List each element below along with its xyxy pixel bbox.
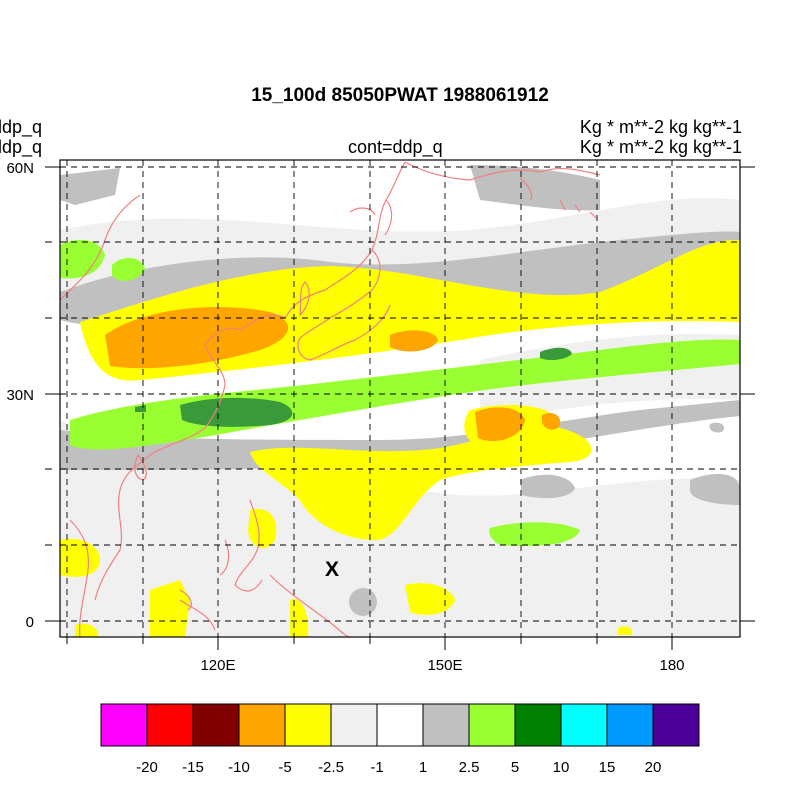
plot-title: 15_100d 85050PWAT 1988061912 <box>251 85 549 106</box>
colorbar-swatch <box>146 703 194 747</box>
colorbar-swatch <box>192 703 240 747</box>
colorbar-label: -10 <box>228 759 250 776</box>
left-variable-label-2: ddp_q <box>0 137 43 157</box>
colorbar-label: -5 <box>278 759 291 776</box>
colorbar-swatch <box>422 703 470 747</box>
colorbar-label: 10 <box>553 759 570 776</box>
lat-label-60n: 60N <box>6 160 34 177</box>
lon-label-150e: 150E <box>427 657 462 674</box>
colorbar-label: -20 <box>136 759 158 776</box>
colorbar-swatch <box>100 703 148 747</box>
grid-lines <box>60 160 740 637</box>
contour-fields <box>60 165 740 637</box>
colorbar-swatch <box>606 703 654 747</box>
colorbar-swatch <box>284 703 332 747</box>
lon-label-120e: 120E <box>200 657 235 674</box>
colorbar-swatch <box>468 703 516 747</box>
colorbar-swatch <box>376 703 424 747</box>
units-label-2: Kg * m**-2 kg kg**-1 <box>579 137 742 157</box>
colorbar-label: -2.5 <box>318 759 344 776</box>
colorbar-label: -1 <box>370 759 383 776</box>
colorbar-label: -15 <box>182 759 204 776</box>
colorbar-label: 20 <box>645 759 662 776</box>
colorbar-label: 5 <box>511 759 519 776</box>
map-frame <box>59 159 741 638</box>
lon-label-180: 180 <box>659 657 684 674</box>
lat-label-30n: 30N <box>6 387 34 404</box>
colorbar-swatch <box>560 703 608 747</box>
location-marker: X <box>325 558 339 581</box>
units-label-1: Kg * m**-2 kg kg**-1 <box>579 117 742 137</box>
colorbar-label: 15 <box>599 759 616 776</box>
colorbar-swatch <box>238 703 286 747</box>
coastlines <box>60 161 601 637</box>
colorbar-swatch <box>652 703 700 747</box>
left-variable-label-1: ddp_q <box>0 117 43 137</box>
axis-ticks <box>45 166 755 650</box>
colorbar: -20 -15 -10 -5 -2.5 -1 1 2.5 5 10 15 20 <box>100 703 700 776</box>
contour-label: cont=ddp_q <box>348 137 443 157</box>
lat-label-0: 0 <box>26 614 34 631</box>
colorbar-label: 1 <box>419 759 427 776</box>
colorbar-swatch <box>330 703 378 747</box>
colorbar-label: 2.5 <box>459 759 480 776</box>
colorbar-swatch <box>514 703 562 747</box>
